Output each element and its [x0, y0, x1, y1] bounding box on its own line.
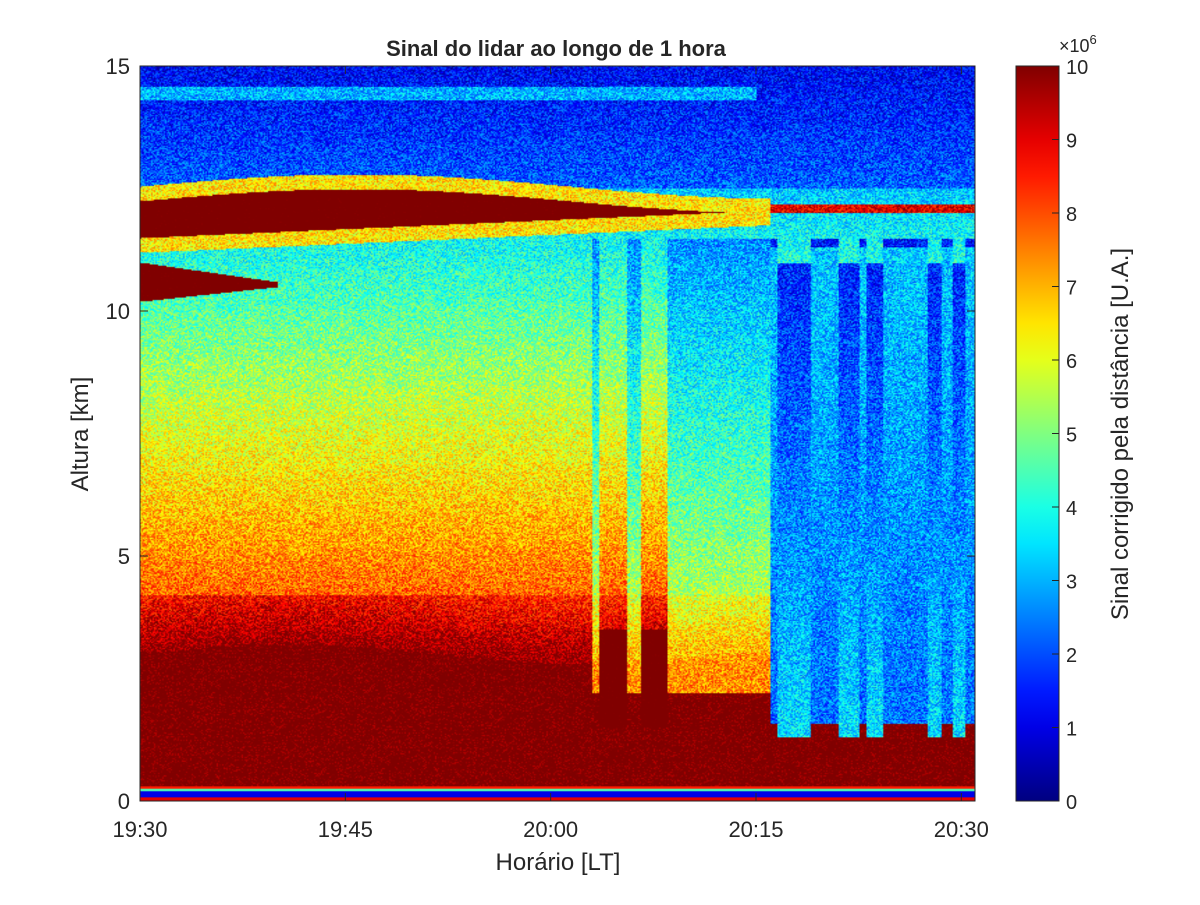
heatmap-image: [140, 66, 975, 801]
y-axis: 0 5 10 15: [106, 54, 975, 814]
colorbar-label: Sinal corrigido pela distância [U.A.]: [1107, 248, 1134, 620]
colorbar-gradient: [1016, 66, 1059, 801]
colorbar-ticks: 0 1 2 3 4 5 6 7 8 9 10: [1052, 57, 1088, 814]
colorbar-tick-label: 5: [1066, 425, 1077, 447]
colorbar-tick-label: 3: [1066, 572, 1077, 594]
x-tick-label: 19:45: [318, 817, 373, 842]
x-tick-label: 20:15: [728, 817, 783, 842]
colorbar: 0 1 2 3 4 5 6 7 8 9 10 ×106 Sinal corrigido pela d…: [1015, 32, 1134, 814]
colorbar-tick-label: 4: [1066, 498, 1077, 520]
colorbar-tick-label: 0: [1066, 792, 1077, 814]
x-tick-label: 20:00: [523, 817, 578, 842]
colorbar-tick-label: 9: [1066, 131, 1077, 153]
colorbar-tick-label: 6: [1066, 351, 1077, 373]
y-tick-label: 0: [118, 789, 130, 814]
y-axis-label: Altura [km]: [67, 377, 94, 492]
plot-frame: [139, 65, 976, 802]
y-tick-label: 15: [106, 54, 130, 79]
x-axis: 19:30 19:45 20:00 20:15 20:30: [112, 66, 989, 842]
colorbar-exponent: ×106: [1059, 32, 1097, 56]
x-tick-label: 19:30: [112, 817, 167, 842]
colorbar-tick-label: 7: [1066, 278, 1077, 300]
colorbar-tick-label: 2: [1066, 645, 1077, 667]
colorbar-tick-label: 8: [1066, 204, 1077, 226]
chart-title: Sinal do lidar ao longo de 1 hora: [386, 36, 727, 61]
plot-area: [139, 65, 976, 802]
colorbar-tick-label: 1: [1066, 719, 1077, 741]
colorbar-tick-label: 10: [1066, 57, 1088, 79]
y-tick-label: 5: [118, 544, 130, 569]
y-tick-label: 10: [106, 299, 130, 324]
x-axis-label: Horário [LT]: [496, 849, 621, 876]
x-tick-label: 20:30: [934, 817, 989, 842]
